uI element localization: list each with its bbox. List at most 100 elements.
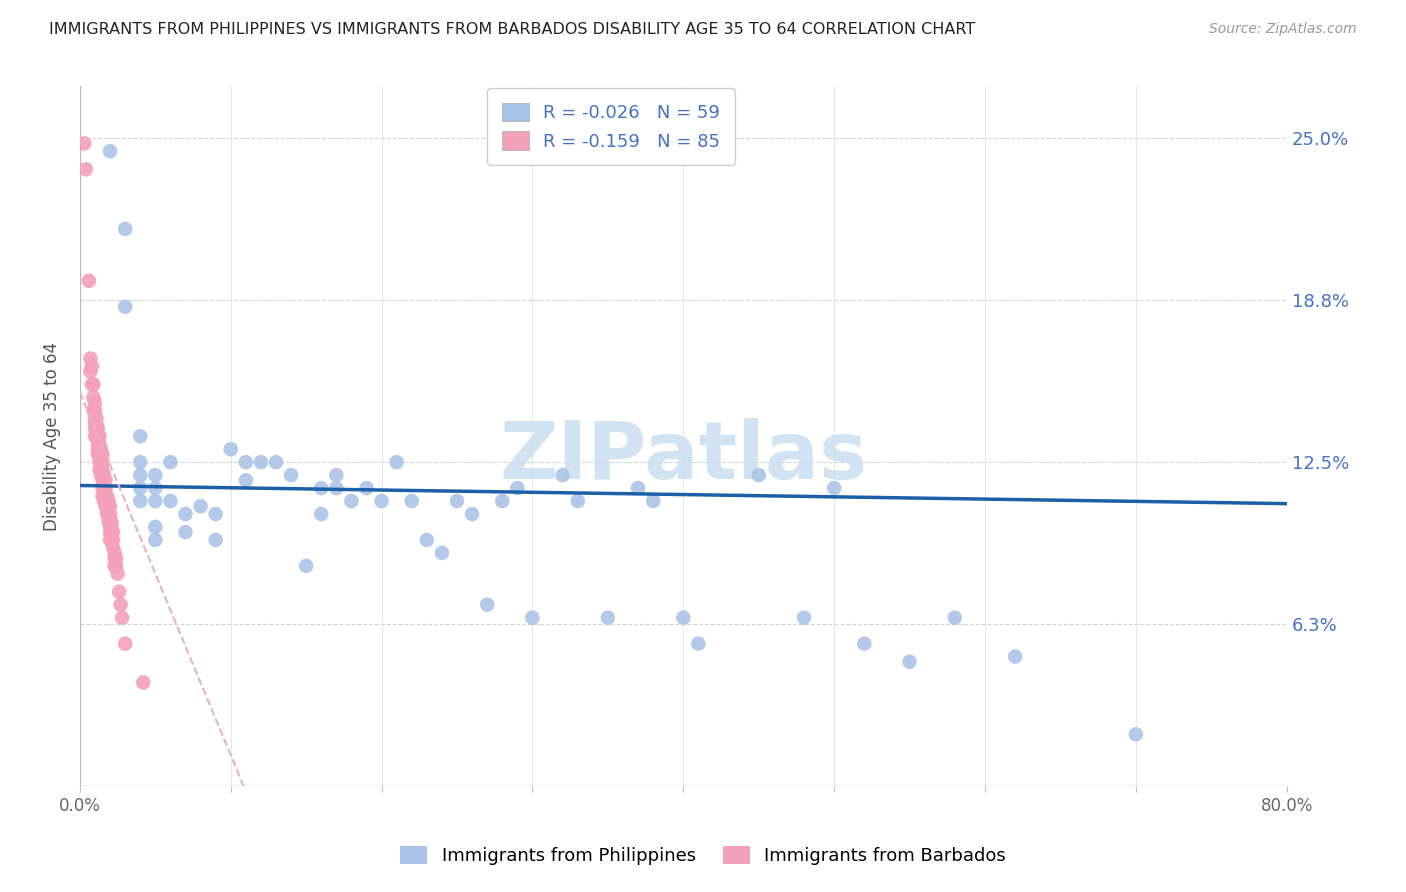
Point: [93, 468, 115, 483]
Point: [143, 520, 166, 534]
Point: [551, 468, 574, 483]
Point: [898, 655, 921, 669]
Point: [94, 500, 117, 514]
Point: [100, 525, 122, 540]
Point: [491, 494, 513, 508]
Point: [77, 274, 100, 288]
Point: [90, 468, 112, 483]
Point: [250, 455, 273, 469]
Point: [94, 481, 117, 495]
Point: [86, 421, 108, 435]
Point: [401, 494, 423, 508]
Point: [356, 481, 378, 495]
Point: [94, 473, 117, 487]
Point: [98, 525, 121, 540]
Point: [91, 463, 114, 477]
Point: [89, 463, 111, 477]
Point: [87, 447, 110, 461]
Point: [129, 429, 152, 443]
Point: [91, 455, 114, 469]
Point: [86, 411, 108, 425]
Point: [823, 481, 845, 495]
Point: [79, 364, 101, 378]
Point: [105, 558, 128, 573]
Point: [309, 507, 332, 521]
Point: [96, 489, 118, 503]
Point: [114, 222, 136, 236]
Point: [93, 494, 115, 508]
Point: [114, 300, 136, 314]
Point: [90, 463, 112, 477]
Point: [103, 546, 125, 560]
Point: [596, 610, 619, 624]
Point: [103, 558, 125, 573]
Point: [87, 421, 110, 435]
Point: [84, 403, 107, 417]
Point: [82, 390, 104, 404]
Text: ZIPatlas: ZIPatlas: [499, 418, 868, 496]
Point: [101, 541, 124, 555]
Point: [309, 481, 332, 495]
Point: [75, 162, 97, 177]
Text: IMMIGRANTS FROM PHILIPPINES VS IMMIGRANTS FROM BARBADOS DISABILITY AGE 35 TO 64 : IMMIGRANTS FROM PHILIPPINES VS IMMIGRANT…: [49, 22, 976, 37]
Point: [204, 533, 226, 547]
Point: [97, 515, 120, 529]
Point: [80, 359, 103, 374]
Point: [129, 494, 152, 508]
Legend: Immigrants from Philippines, Immigrants from Barbados: Immigrants from Philippines, Immigrants …: [392, 838, 1014, 872]
Point: [89, 429, 111, 443]
Point: [84, 421, 107, 435]
Point: [87, 437, 110, 451]
Point: [1004, 649, 1026, 664]
Point: [159, 494, 181, 508]
Point: [84, 417, 107, 431]
Point: [129, 468, 152, 483]
Point: [98, 520, 121, 534]
Point: [84, 411, 107, 425]
Point: [280, 468, 302, 483]
Point: [89, 437, 111, 451]
Point: [143, 468, 166, 483]
Point: [86, 429, 108, 443]
Point: [159, 455, 181, 469]
Point: [204, 507, 226, 521]
Point: [93, 481, 115, 495]
Point: [235, 473, 257, 487]
Point: [385, 455, 408, 469]
Point: [108, 584, 131, 599]
Point: [101, 533, 124, 547]
Point: [91, 447, 114, 461]
Point: [174, 507, 197, 521]
Point: [82, 403, 104, 417]
Point: [97, 500, 120, 514]
Point: [461, 507, 484, 521]
Point: [114, 637, 136, 651]
Point: [103, 551, 125, 566]
Point: [90, 447, 112, 461]
Point: [416, 533, 439, 547]
Point: [475, 598, 498, 612]
Point: [110, 598, 132, 612]
Point: [143, 533, 166, 547]
Point: [80, 377, 103, 392]
Point: [93, 489, 115, 503]
Point: [748, 468, 770, 483]
Point: [89, 442, 111, 457]
Point: [295, 558, 318, 573]
Point: [98, 507, 121, 521]
Point: [1125, 727, 1147, 741]
Point: [793, 610, 815, 624]
Point: [89, 447, 111, 461]
Point: [91, 473, 114, 487]
Point: [87, 442, 110, 457]
Point: [219, 442, 242, 457]
Point: [97, 494, 120, 508]
Point: [688, 637, 710, 651]
Point: [89, 455, 111, 469]
Legend: R = -0.026   N = 59, R = -0.159   N = 85: R = -0.026 N = 59, R = -0.159 N = 85: [486, 88, 734, 165]
Point: [174, 525, 197, 540]
Point: [97, 507, 120, 521]
Point: [91, 489, 114, 503]
Point: [111, 610, 134, 624]
Point: [96, 500, 118, 514]
